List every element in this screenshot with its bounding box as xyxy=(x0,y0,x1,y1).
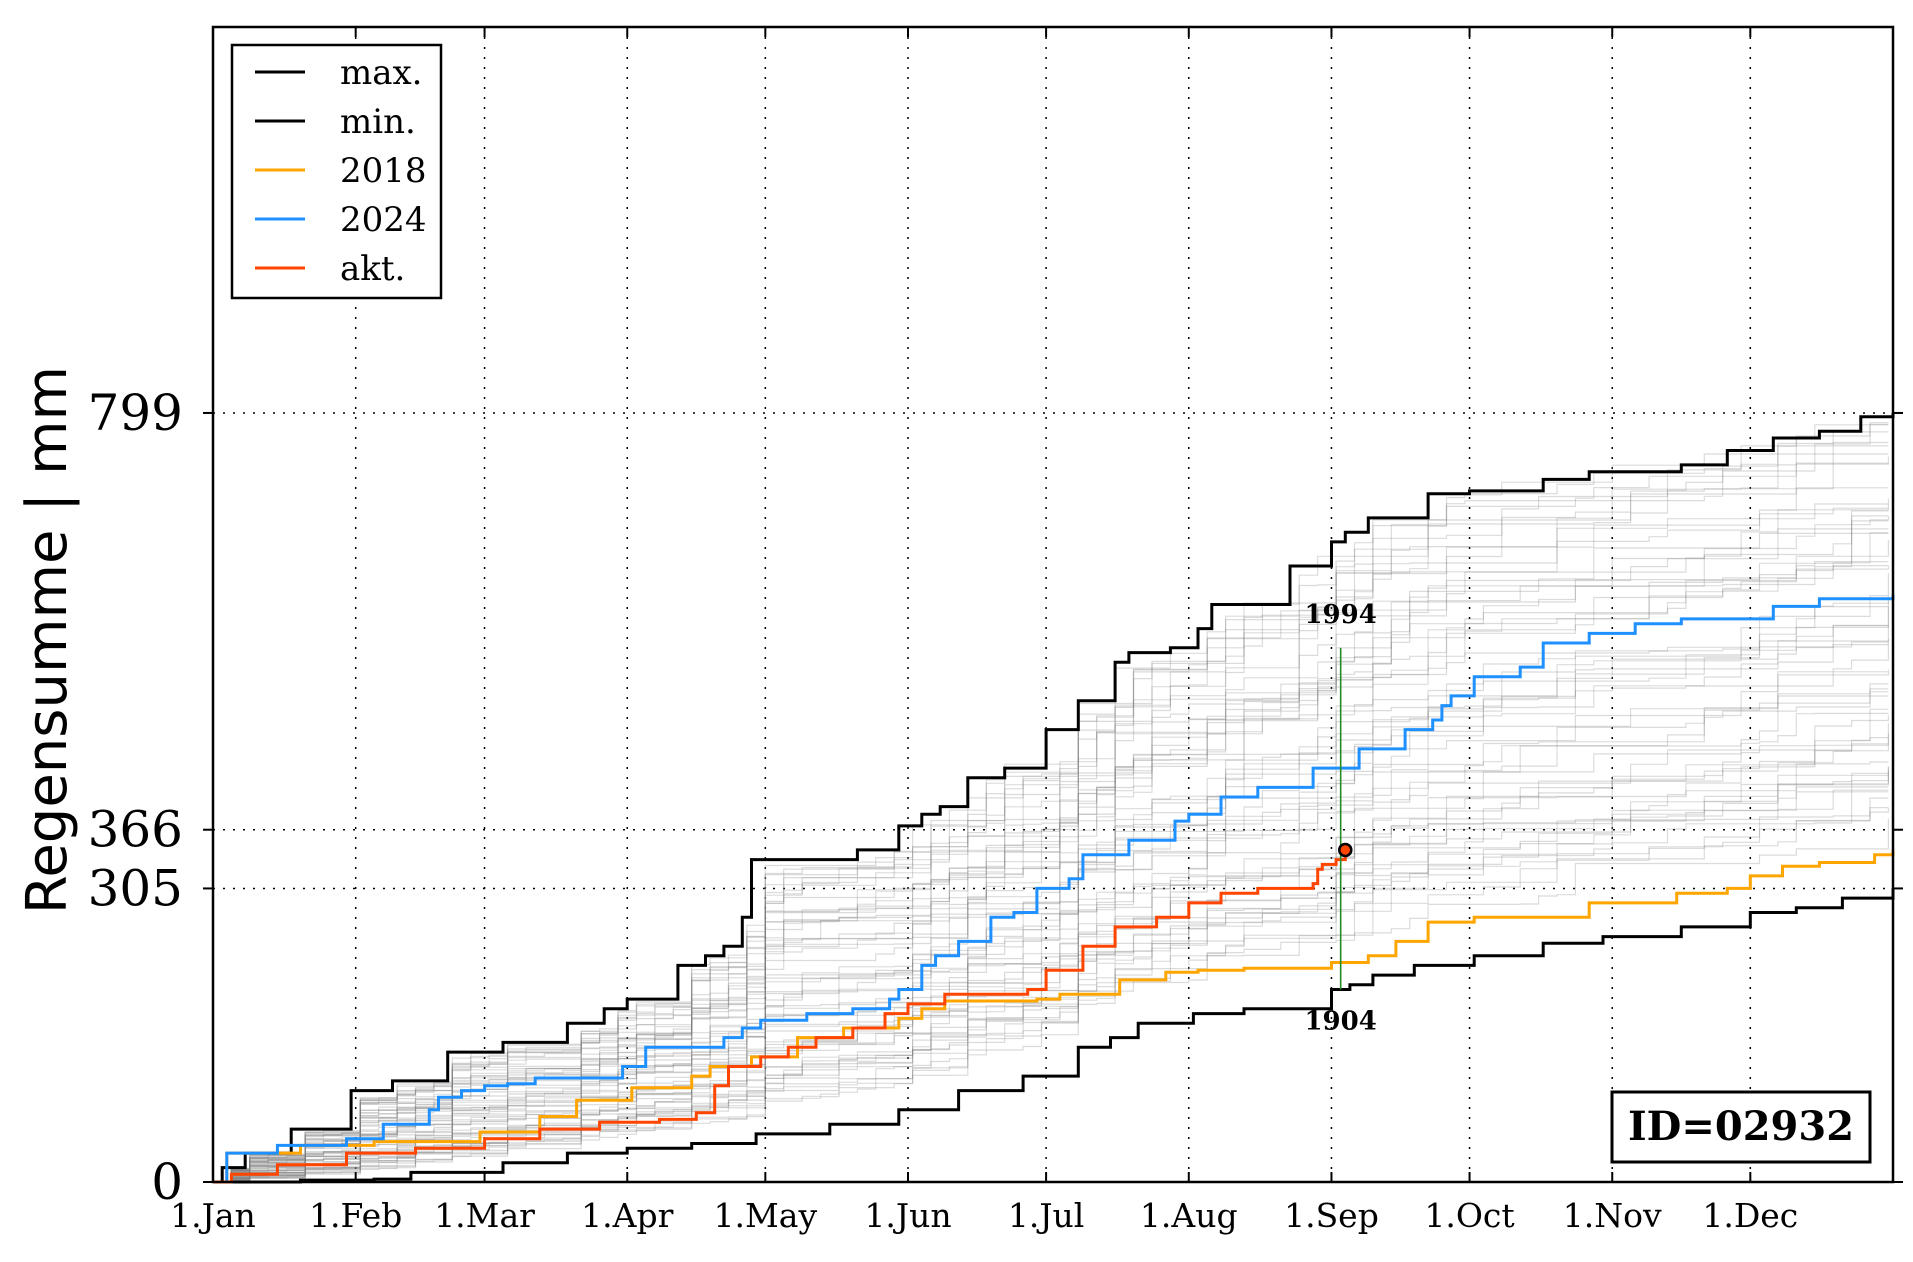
historical-year-line xyxy=(213,532,1889,1183)
station-id-text: ID=02932 xyxy=(1628,1103,1854,1150)
series-line-akt xyxy=(213,849,1347,1184)
annotations: 1994 1904 xyxy=(1304,600,1376,1037)
legend-label: min. xyxy=(340,102,416,142)
historical-year-line xyxy=(213,441,1889,1183)
x-tick-label: 1.Aug xyxy=(1140,1196,1238,1235)
historical-year-line xyxy=(213,462,1889,1183)
series-line-max xyxy=(213,413,1895,1184)
historical-year-line xyxy=(213,510,1889,1183)
x-tick-label: 1.Dec xyxy=(1702,1196,1798,1235)
max-year-label: 1994 xyxy=(1304,600,1376,630)
series-line-min xyxy=(213,888,1895,1184)
historical-year-line xyxy=(213,641,1889,1183)
station-id-box: ID=02932 xyxy=(1610,1090,1872,1164)
historical-year-line xyxy=(213,528,1889,1183)
y-tick-label: 0 xyxy=(151,1153,183,1211)
historical-year-line xyxy=(213,737,1889,1183)
historical-year-line xyxy=(213,743,1889,1183)
historical-year-line xyxy=(213,644,1889,1183)
historical-year-line xyxy=(213,688,1889,1183)
plot-frame xyxy=(211,25,1895,1184)
historical-year-line xyxy=(213,789,1889,1183)
x-tick-label: 1.Sep xyxy=(1284,1196,1379,1235)
y-axis-label: Regensumme | mm xyxy=(15,366,80,914)
y-tick-label: 366 xyxy=(88,801,183,859)
historical-year-line xyxy=(213,695,1889,1183)
historical-year-line xyxy=(213,669,1889,1183)
legend: max. min. 2018 2024 akt. xyxy=(230,43,443,300)
historical-year-line xyxy=(213,565,1889,1183)
x-tick-label: 1.Jul xyxy=(1008,1196,1085,1235)
historical-year-line xyxy=(213,807,1889,1183)
historical-year-line xyxy=(213,422,1889,1183)
x-tick-label: 1.Feb xyxy=(309,1196,402,1235)
historical-year-line xyxy=(213,595,1889,1183)
historical-year-line xyxy=(213,624,1889,1183)
historical-year-line xyxy=(213,766,1889,1183)
historical-year-line xyxy=(213,507,1889,1183)
historical-year-line xyxy=(213,733,1889,1183)
x-tick-label: 1.Jan xyxy=(170,1196,256,1235)
historical-year-line xyxy=(213,516,1889,1183)
historical-year-line xyxy=(213,498,1889,1183)
historical-year-line xyxy=(213,708,1889,1183)
historical-year-line xyxy=(213,504,1889,1183)
historical-year-line xyxy=(213,807,1889,1183)
historical-year-line xyxy=(213,431,1889,1183)
x-tick-label: 1.Jun xyxy=(864,1196,951,1235)
historical-year-line xyxy=(213,453,1889,1183)
historical-year-line xyxy=(213,786,1889,1183)
historical-year-line xyxy=(213,770,1889,1183)
historical-year-line xyxy=(213,561,1889,1183)
historical-year-line xyxy=(213,791,1889,1183)
y-tick-label: 799 xyxy=(88,384,183,442)
legend-label: 2024 xyxy=(340,200,427,240)
historical-year-line xyxy=(213,683,1889,1183)
x-tick-label: 1.Mar xyxy=(434,1196,535,1235)
historical-year-line xyxy=(213,424,1889,1183)
series-lines xyxy=(213,413,1895,1184)
series-line-2018 xyxy=(213,849,1895,1184)
historical-year-line xyxy=(213,532,1889,1183)
x-tick-label: 1.May xyxy=(714,1196,818,1235)
historical-year-line xyxy=(213,539,1889,1183)
historical-year-line xyxy=(213,573,1889,1183)
y-tick-label: 305 xyxy=(88,859,183,917)
current-marker xyxy=(1338,842,1353,858)
historical-year-line xyxy=(213,423,1889,1183)
legend-label: 2018 xyxy=(340,151,427,191)
historical-year-line xyxy=(213,723,1889,1183)
historical-year-line xyxy=(213,456,1889,1183)
historical-year-line xyxy=(213,606,1889,1183)
historical-year-line xyxy=(213,797,1889,1183)
historical-year-line xyxy=(213,565,1889,1183)
historical-year-line xyxy=(213,515,1889,1183)
historical-year-line xyxy=(213,601,1889,1183)
legend-label: max. xyxy=(340,53,423,93)
legend-label: akt. xyxy=(340,249,405,289)
historical-year-lines xyxy=(213,422,1889,1183)
x-tick-label: 1.Oct xyxy=(1424,1196,1514,1235)
series-line-2024 xyxy=(213,594,1895,1184)
min-year-label: 1904 xyxy=(1304,1007,1376,1037)
historical-year-line xyxy=(213,520,1889,1183)
historical-year-line xyxy=(213,774,1889,1183)
historical-year-line xyxy=(213,766,1889,1183)
historical-year-line xyxy=(213,761,1889,1183)
historical-year-line xyxy=(213,445,1889,1183)
historical-year-line xyxy=(213,672,1889,1183)
axis-ticks: 1.Jan 1.Feb 1.Mar 1.Apr 1.May 1.Jun 1.Jul 1.Aug… xyxy=(88,27,1903,1235)
historical-year-line xyxy=(213,625,1889,1183)
historical-year-line xyxy=(213,691,1889,1183)
x-tick-label: 1.Apr xyxy=(581,1196,673,1235)
historical-year-line xyxy=(213,712,1889,1183)
historical-year-line xyxy=(213,818,1889,1183)
x-tick-label: 1.Nov xyxy=(1563,1196,1662,1235)
